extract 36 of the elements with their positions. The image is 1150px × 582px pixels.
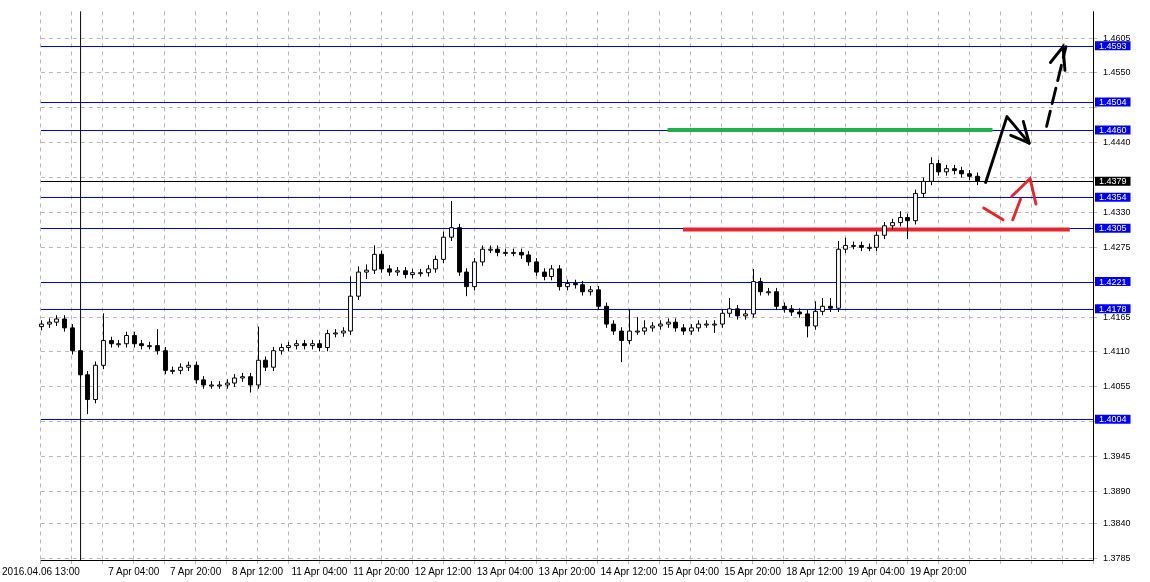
ref-line-label: 1.4004: [1099, 414, 1127, 425]
x-tick-label: 19 Apr 04:00: [848, 565, 906, 577]
x-tick-label: 11 Apr 20:00: [353, 565, 410, 577]
x-tick-label: 13 Apr 20:00: [538, 565, 596, 577]
x-tick-label: 7 Apr 20:00: [170, 565, 222, 577]
ref-line-label: 1.4221: [1099, 276, 1127, 287]
x-tick-label: 12 Apr 12:00: [414, 565, 472, 577]
ref-line-label: 1.4379: [1099, 176, 1127, 187]
ref-line-label: 1.4354: [1099, 192, 1127, 203]
y-tick-label: 1.3785: [1103, 552, 1131, 563]
x-tick-label: 7 Apr 04:00: [108, 565, 160, 577]
x-tick-label: 18 Apr 12:00: [786, 565, 844, 577]
x-tick-label: 15 Apr 04:00: [662, 565, 720, 577]
y-tick-label: 1.3945: [1103, 451, 1131, 462]
y-tick-label: 1.4440: [1103, 137, 1131, 148]
ref-line-label: 1.4504: [1099, 97, 1127, 108]
x-tick-label: 14 Apr 12:00: [600, 565, 658, 577]
x-tick-label: 11 Apr 04:00: [291, 565, 348, 577]
ref-line-label: 1.4305: [1099, 223, 1127, 234]
y-tick-label: 1.4605: [1103, 32, 1131, 43]
ref-line-label: 1.4460: [1099, 124, 1127, 135]
y-tick-label: 1.4330: [1103, 206, 1131, 217]
x-tick-label: 13 Apr 04:00: [476, 565, 534, 577]
x-tick-label: 19 Apr 20:00: [909, 565, 968, 577]
y-tick-label: 1.4550: [1103, 67, 1131, 78]
y-tick-label: 1.4165: [1103, 311, 1131, 322]
ref-line-label: 1.4593: [1099, 40, 1127, 51]
x-tick-label: 2016.04.06 13:00: [2, 565, 81, 577]
x-tick-label: 15 Apr 20:00: [724, 565, 782, 577]
y-tick-label: 1.4055: [1103, 381, 1131, 392]
x-tick-label: 8 Apr 12:00: [231, 565, 284, 577]
y-tick-label: 1.4110: [1103, 346, 1130, 357]
y-tick-label: 1.3840: [1103, 517, 1131, 528]
y-tick-label: 1.4275: [1103, 241, 1131, 252]
ref-line-label: 1.4178: [1099, 303, 1127, 314]
y-tick-label: 1.3890: [1103, 485, 1131, 496]
